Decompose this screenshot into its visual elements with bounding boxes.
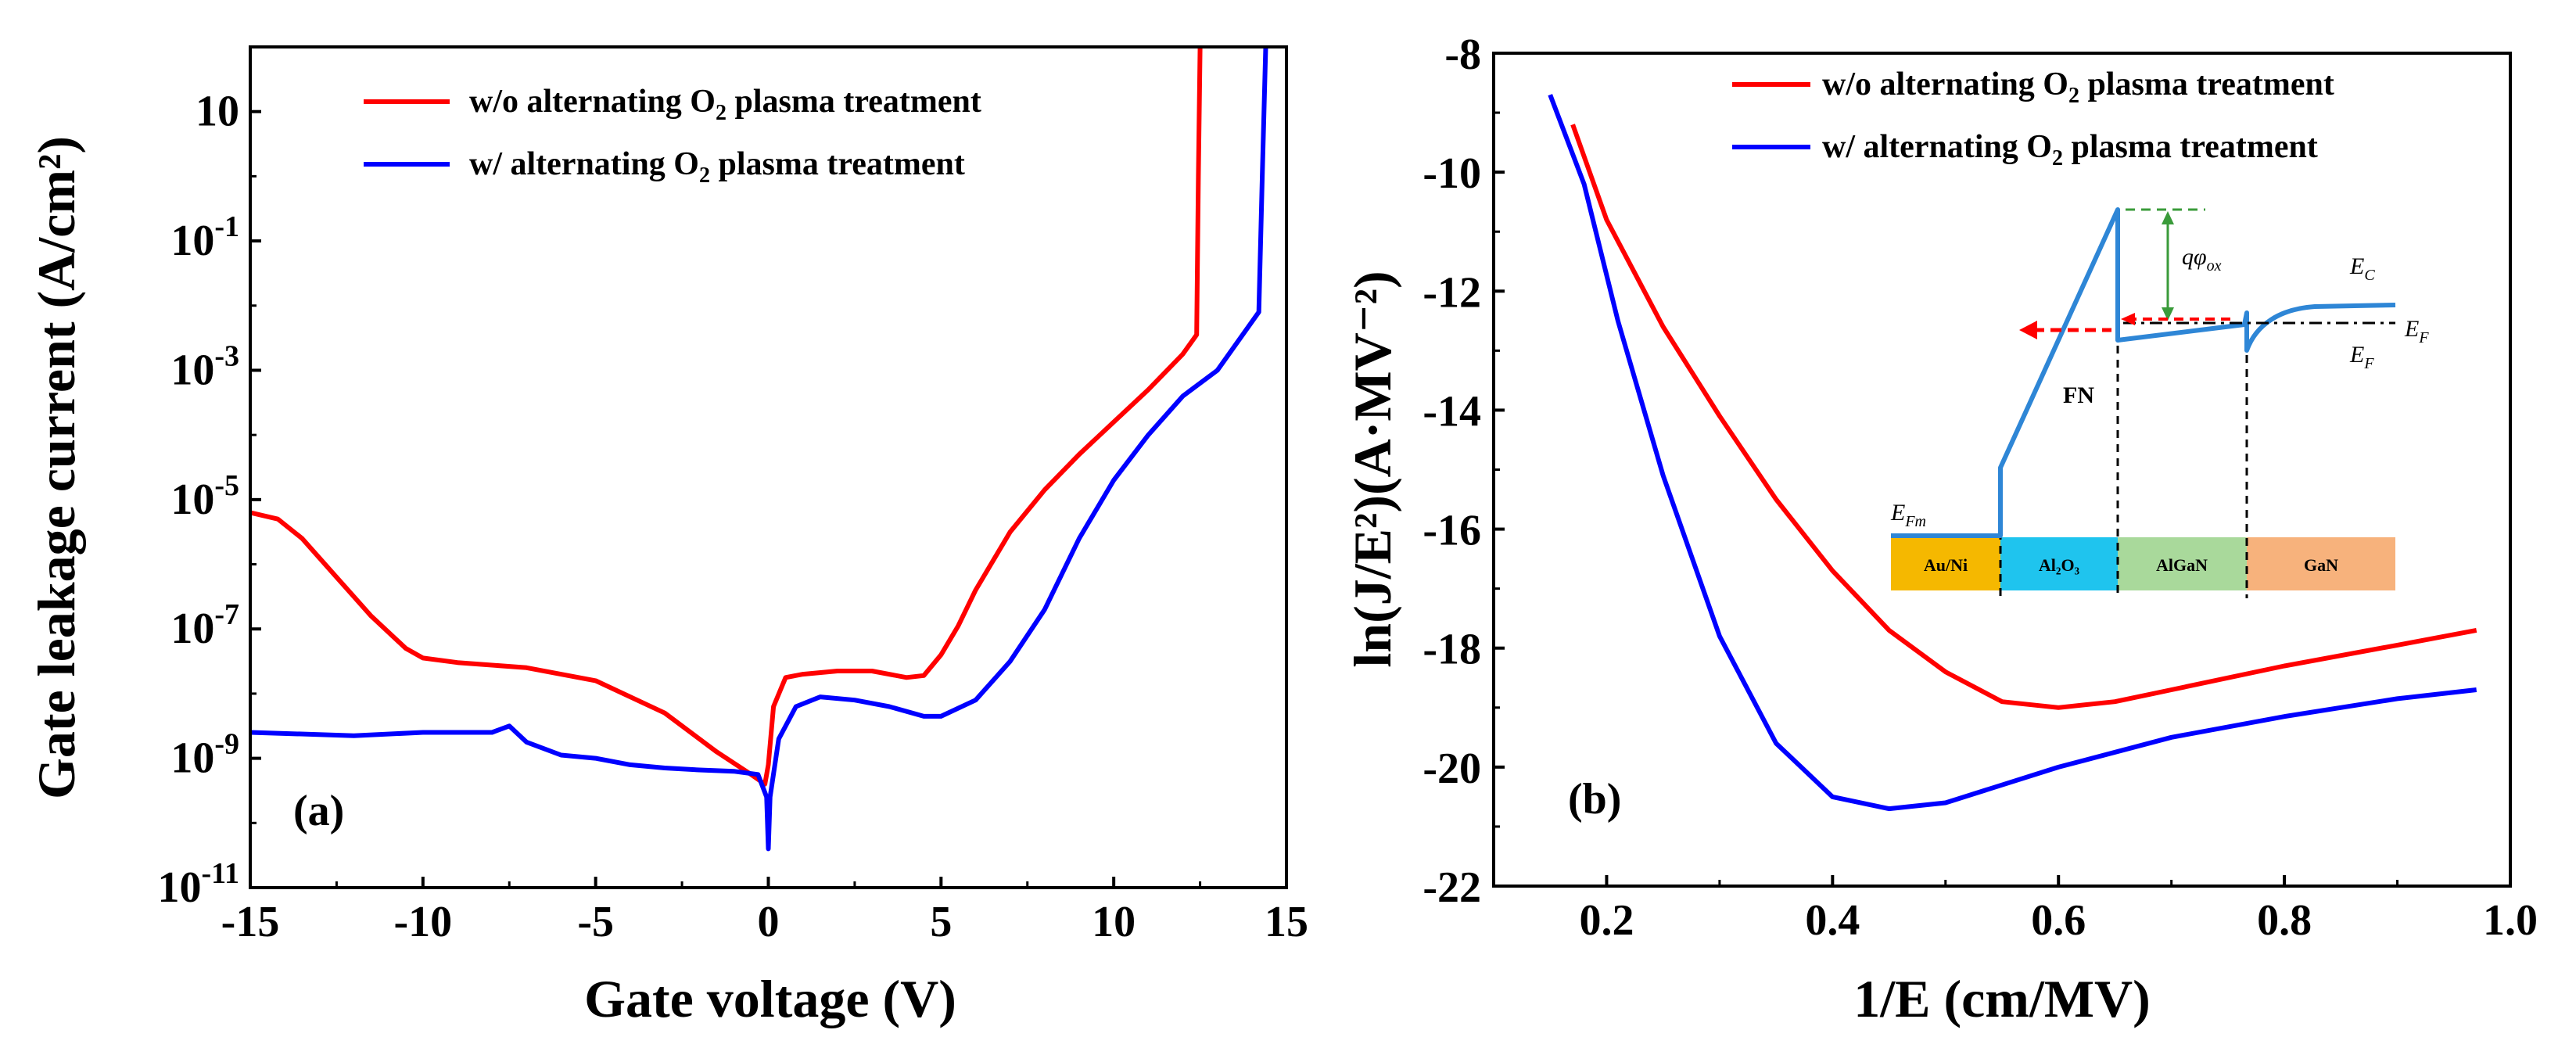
panel-a-x-tick-label: 15 <box>1265 898 1308 946</box>
panel-b-x-tick-label: 0.6 <box>2031 896 2086 945</box>
panel-a-y-tick-label: 10-3 <box>170 339 239 394</box>
panel-a-y-ticks: 10-11 10-9 10-7 10-5 10-3 10-1 10 <box>157 88 261 912</box>
panel-b-y-tick-label: -14 <box>1423 387 1481 436</box>
panel-b-legend: w/o alternating O2 plasma treatment w/ a… <box>1732 66 2334 170</box>
panel-b-legend-entry-1: w/o alternating O2 plasma treatment <box>1822 66 2334 108</box>
panel-a-label: (a) <box>293 787 344 835</box>
layer-al2o3 <box>2000 537 2118 590</box>
ef-label-right: EF <box>2404 316 2429 346</box>
panel-b-y-tick-label: -18 <box>1423 626 1481 674</box>
panel-a-y-tick-label: 10-9 <box>170 728 239 783</box>
panel-a-x-axis-title: Gate voltage (V) <box>584 969 956 1028</box>
panel-a-x-tick-label: 0 <box>758 898 780 946</box>
phi-ox-arrow-down <box>2162 307 2174 321</box>
panel-a-series-line-blue <box>249 46 1268 852</box>
panel-b-series <box>1548 94 2477 812</box>
panel-b-x-axis-title: 1/E (cm/MV) <box>1853 969 2151 1028</box>
fn-arrow-head-right <box>2121 313 2135 325</box>
panel-b-y-tick-label: -12 <box>1423 268 1481 317</box>
layer-al2o3-label: Al₂O₃ <box>2039 555 2080 575</box>
panel-a-y-tick-label: 10-7 <box>170 598 239 653</box>
efm-label: EFm <box>1890 500 1926 530</box>
ef-label-lower: EF <box>2349 342 2374 372</box>
panel-a: -15 -10 -5 0 5 10 15 10-1110-910-710-510-310-1… <box>27 45 1308 1028</box>
layer-algan-label: AlGaN <box>2156 555 2208 575</box>
panel-b-series-line-red <box>1570 124 2477 710</box>
panel-a-legend-entry-1: w/o alternating O2 plasma treatment <box>469 84 981 125</box>
fn-label: FN <box>2063 382 2094 408</box>
fn-arrow-head <box>2019 321 2037 339</box>
panel-a-y-tick-label: 10-1 <box>170 210 239 265</box>
panel-a-series-line-red <box>249 46 1203 787</box>
layer-gan-label: GaN <box>2304 555 2338 575</box>
panel-a-x-tick-label: -15 <box>221 898 280 946</box>
panel-a-x-ticks: -15 -10 -5 0 5 10 15 <box>221 877 1308 946</box>
panel-a-y-tick-label: 10 <box>196 88 239 136</box>
panel-b-y-tick-label: -16 <box>1423 507 1481 555</box>
panel-b-y-ticks: -8 -10 -12 -14 -16 -18 -20 -22 <box>1423 31 1505 912</box>
panel-b-label: (b) <box>1568 775 1621 824</box>
layer-au-ni <box>1891 537 2000 590</box>
panel-b-x-tick-label: 0.4 <box>1805 896 1860 945</box>
panel-b-y-tick-label: -10 <box>1423 149 1481 198</box>
layer-algan <box>2118 537 2247 590</box>
panel-b-y-tick-label: -8 <box>1444 31 1481 79</box>
panel-a-y-tick-label: 10-5 <box>170 469 239 524</box>
panel-a-legend-entry-2: w/ alternating O2 plasma treatment <box>469 146 965 188</box>
panel-b-x-ticks: 0.2 0.4 0.6 0.8 1.0 <box>1492 875 2538 945</box>
panel-b-y-tick-label: -20 <box>1423 745 1481 793</box>
panel-a-x-tick-label: -10 <box>394 898 453 946</box>
panel-a-legend: w/o alternating O2 plasma treatment w/ a… <box>364 84 981 188</box>
panel-a-x-tick-label: -5 <box>577 898 614 946</box>
phi-ox-marker: qφox <box>2126 208 2222 321</box>
panel-a-series <box>249 46 1268 852</box>
phi-ox-arrow-up <box>2162 211 2174 224</box>
panel-b-legend-entry-2: w/ alternating O2 plasma treatment <box>1822 129 2318 170</box>
panel-b-y-tick-label: -22 <box>1423 863 1481 912</box>
panel-b-y-axis-title: ln(J/E²)(A·MV⁻²) <box>1343 271 1402 667</box>
phi-ox-label: qφox <box>2182 244 2222 275</box>
layer-gan <box>2247 537 2395 590</box>
ec-label: EC <box>2349 253 2375 284</box>
panel-b-series-line-blue <box>1548 94 2477 812</box>
panel-b-x-tick-label: 1.0 <box>2483 896 2538 945</box>
panel-b-x-tick-label: 0.8 <box>2257 896 2312 945</box>
panel-b-x-tick-label: 0.2 <box>1579 896 1634 945</box>
panel-a-y-axis-title: Gate leakage current (A/cm²) <box>27 136 86 799</box>
band-diagram-inset: Au/Ni Al₂O₃ AlGaN GaN qφox <box>1890 207 2429 598</box>
panel-a-x-tick-label: 5 <box>930 898 952 946</box>
fn-tunneling-arrow: FN <box>2019 313 2237 408</box>
layer-au-ni-label: Au/Ni <box>1924 555 1968 575</box>
panel-a-y-tick-label: 10-11 <box>157 857 239 912</box>
panel-a-x-tick-label: 10 <box>1092 898 1136 946</box>
conduction-band-line <box>1891 207 2396 538</box>
panel-b: 0.2 0.4 0.6 0.8 1.0 -8-10-12-14-16-18-20-22 … <box>1343 31 2538 1028</box>
